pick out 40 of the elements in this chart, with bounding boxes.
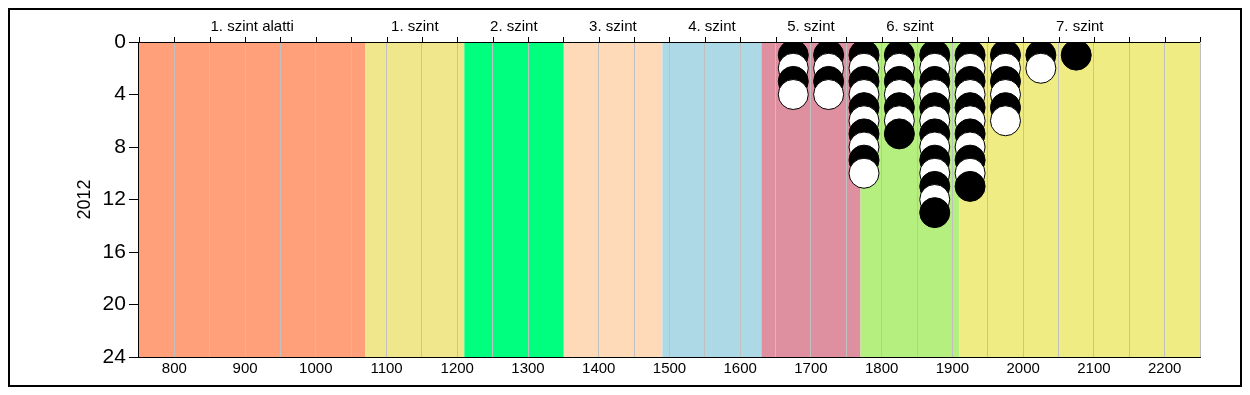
point: [954, 170, 986, 202]
band-label: 6. szint: [886, 16, 935, 34]
x-tick-label: 2100: [1077, 359, 1111, 377]
point: [848, 157, 880, 189]
band-label: 2. szint: [490, 16, 539, 34]
x-tick-label: 1600: [723, 359, 757, 377]
x-tick-label: 1800: [865, 359, 899, 377]
point: [883, 118, 915, 150]
x-tick-label: 1400: [582, 359, 616, 377]
point: [813, 79, 845, 110]
x-tick-label: 1500: [652, 359, 687, 377]
y-tick-label: 4: [114, 81, 127, 105]
y-tick-label: 0: [114, 28, 126, 52]
x-tick-label: 800: [161, 359, 187, 377]
point: [1060, 42, 1092, 71]
band-label: 1. szint: [391, 16, 440, 34]
point: [1025, 52, 1057, 84]
band-label: 7. szint: [1055, 16, 1105, 34]
x-tick-label: 1000: [299, 359, 333, 377]
x-tick-label: 900: [232, 359, 258, 377]
point: [777, 79, 809, 110]
x-tick-label: 1700: [794, 359, 828, 377]
point: [989, 105, 1021, 137]
y-tick-label: 24: [102, 343, 127, 367]
point: [919, 197, 951, 229]
y-tick-label: 16: [102, 238, 126, 262]
band-label: 4. szint: [688, 16, 737, 34]
x-tick-label: 1900: [935, 359, 970, 377]
x-tick-label: 1100: [370, 359, 403, 377]
x-tick-label: 2200: [1147, 359, 1182, 377]
y-axis-title: 2012: [73, 179, 94, 220]
band-label: 5. szint: [787, 16, 836, 34]
y-tick-label: 8: [114, 133, 126, 157]
y-tick-label: 12: [102, 186, 126, 210]
band-label: 1. szint alatti: [210, 16, 294, 34]
x-tick-label: 2000: [1006, 359, 1040, 377]
x-tick-label: 1300: [511, 359, 545, 377]
band-label: 3. szint: [589, 16, 638, 34]
x-tick-label: 1200: [440, 359, 474, 377]
y-tick-label: 20: [102, 291, 126, 315]
